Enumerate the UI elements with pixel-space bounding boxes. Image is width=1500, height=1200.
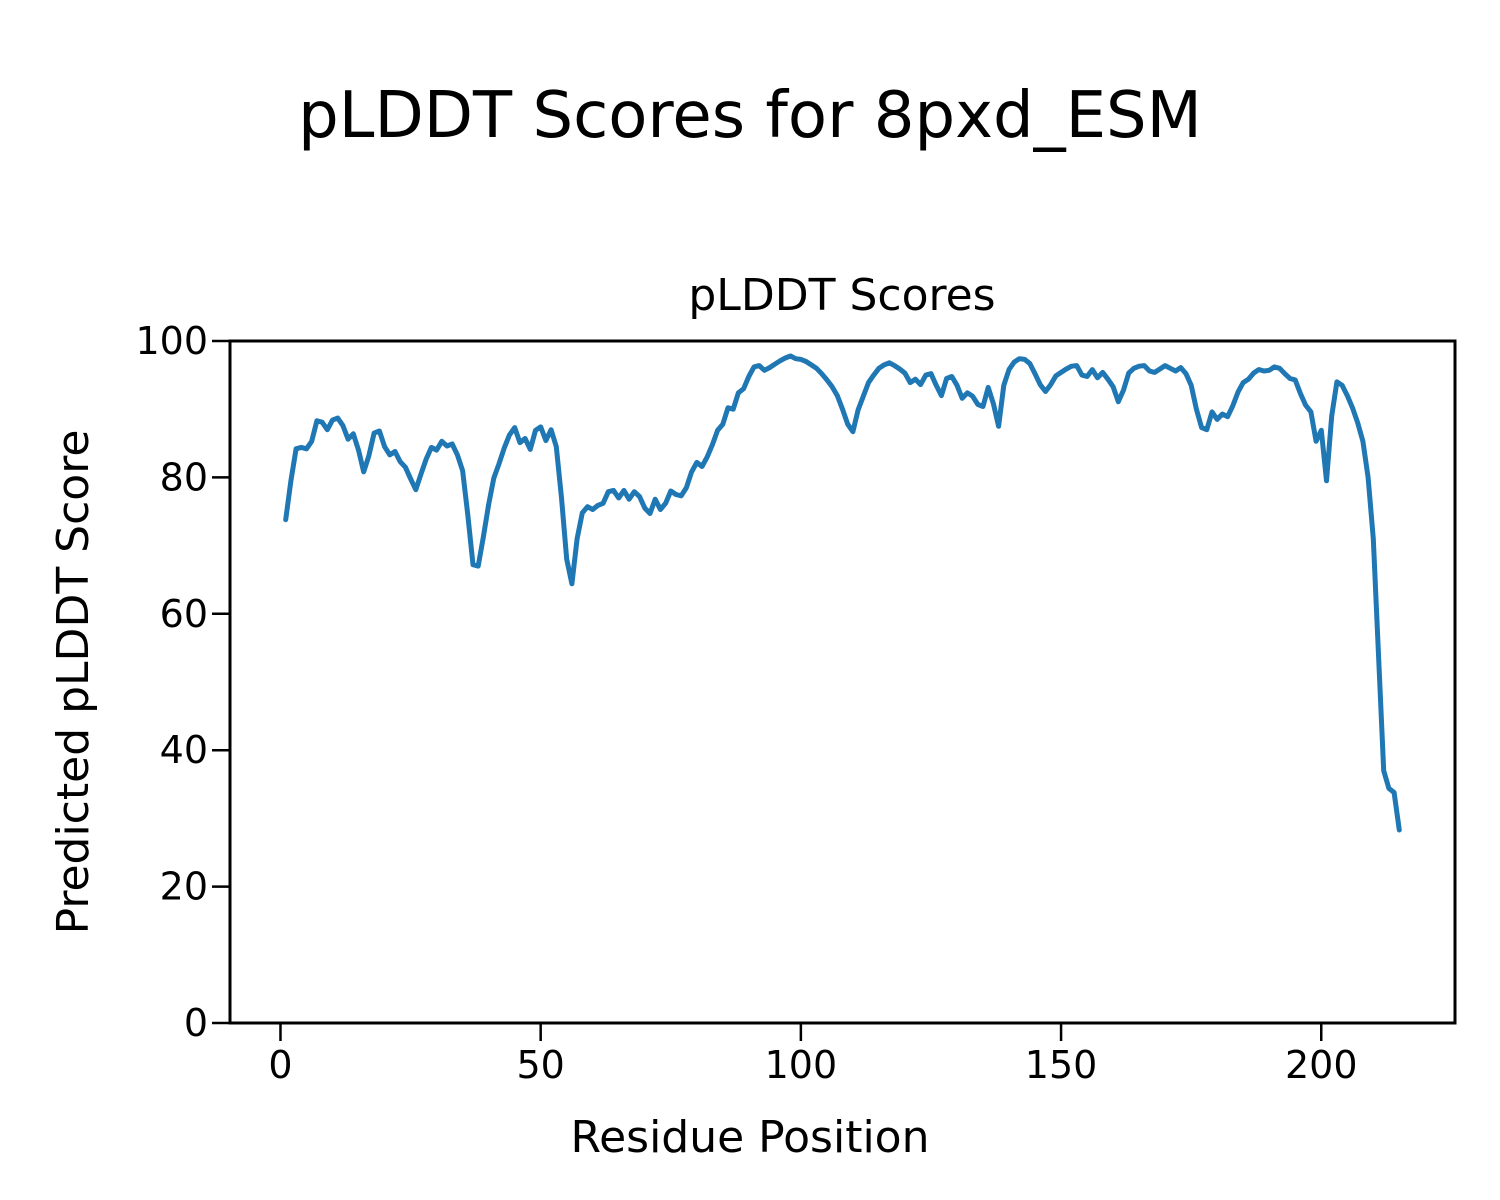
plddt-series	[283, 353, 1402, 833]
y-tick-label: 20	[160, 865, 208, 909]
plddt-line	[283, 353, 1402, 833]
y-tick-label: 100	[135, 319, 208, 363]
x-tick-label: 100	[765, 1043, 838, 1087]
y-tick-label: 60	[160, 592, 208, 636]
x-tick-label: 150	[1025, 1043, 1098, 1087]
y-tick-label: 0	[184, 1001, 208, 1045]
x-tick-label: 0	[268, 1043, 292, 1087]
plot-area	[228, 339, 1457, 1025]
y-axis-ticks: 0 20 40 60 80 100	[135, 319, 230, 1045]
figure-title: pLDDT Scores for 8pxd_ESM	[298, 79, 1202, 153]
y-tick-label: 80	[160, 455, 208, 499]
y-tick-label: 40	[160, 728, 208, 772]
x-axis-label: Residue Position	[570, 1112, 929, 1163]
y-axis-label: Predicted pLDDT Score	[48, 430, 99, 935]
x-tick-label: 200	[1285, 1043, 1358, 1087]
x-axis-ticks: 0 50 100 150 200	[268, 1023, 1358, 1087]
x-tick-label: 50	[516, 1043, 564, 1087]
axes-title: pLDDT Scores	[688, 270, 995, 321]
